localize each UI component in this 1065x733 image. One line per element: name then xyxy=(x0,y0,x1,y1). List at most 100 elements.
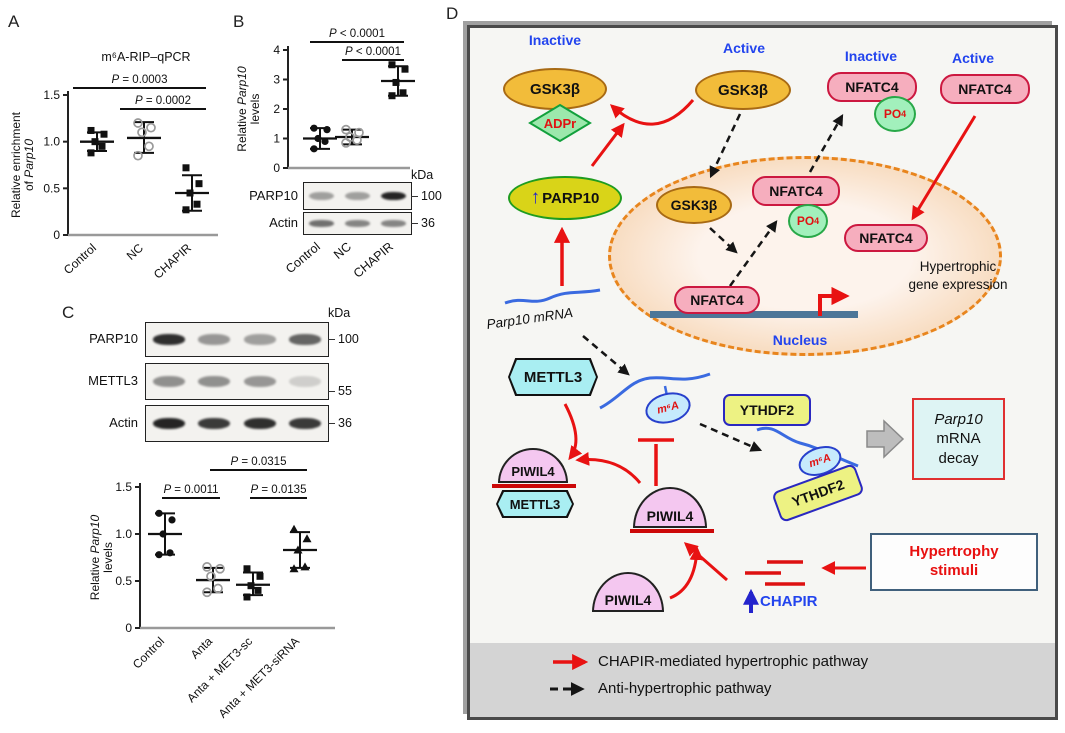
axes xyxy=(63,91,218,237)
decay-line3: decay xyxy=(938,449,979,467)
blot-c-parp10-box xyxy=(145,322,329,357)
protein-band xyxy=(380,219,406,227)
protein-band xyxy=(289,333,322,346)
p-value-label: P < 0.0001 xyxy=(329,28,385,40)
scatter-group-Control xyxy=(148,509,182,559)
legend-dashed-text: Anti-hypertrophic pathway xyxy=(598,680,772,697)
y-tick-label: 2 xyxy=(273,102,280,116)
p-value-label: P = 0.0315 xyxy=(231,456,287,468)
po4-nuclear-node: PO 4 xyxy=(788,204,828,238)
axes xyxy=(283,46,410,170)
x-tick-label: Anta + MET3-siRNA xyxy=(216,634,303,721)
protein-band xyxy=(345,191,370,201)
protein-band xyxy=(243,333,276,346)
marker-value: 36 xyxy=(421,216,435,230)
nfatc4-phospho-node: NFATC4 xyxy=(752,176,840,206)
p-value-label: P = 0.0011 xyxy=(163,484,218,496)
legend-band xyxy=(470,643,1055,717)
po4-sub: 4 xyxy=(814,216,820,226)
panel-a-label: A xyxy=(8,12,20,31)
ythdf2-node: YTHDF2 xyxy=(723,394,811,426)
y-tick-label: 0.5 xyxy=(115,574,132,588)
lane-label: NC xyxy=(331,240,354,262)
protein-band xyxy=(380,191,406,201)
protein-band xyxy=(152,417,185,430)
hypertrophic-gene-expression-text: Hypertrophic gene expression xyxy=(888,258,1028,294)
po4-label: PO xyxy=(883,107,902,121)
parp10-label: PARP10 xyxy=(542,189,600,207)
nfatc4-inactive-node: NFATC4 xyxy=(827,72,917,102)
mettl3-node: METTL3 xyxy=(508,358,598,396)
po4-sub: 4 xyxy=(901,109,907,119)
blot-b-marker-100: 100 xyxy=(411,189,442,203)
ythdf2-label: YTHDF2 xyxy=(739,402,795,418)
scatter-group-Anta xyxy=(196,562,230,598)
piwil4-label: PIWIL4 xyxy=(646,508,694,524)
panel-c-label: C xyxy=(62,303,75,322)
chapir-label: CHAPIR xyxy=(760,593,818,610)
adpr-label: ADPr xyxy=(543,115,577,131)
m6a-label: m⁶A xyxy=(807,451,833,471)
red-pathway-arrows xyxy=(553,99,977,671)
protein-band xyxy=(309,191,335,201)
protein-band xyxy=(345,219,370,227)
x-tick-label: Control xyxy=(130,634,167,671)
gsk3b-inactive-node: GSK3β xyxy=(503,68,607,110)
blot-b-row-label: Actin xyxy=(269,215,298,230)
marker-value: 36 xyxy=(338,416,352,430)
y-tick-label: 4 xyxy=(273,43,280,57)
y-tick-label: 1 xyxy=(273,132,280,146)
decay-line2: mRNA xyxy=(936,430,981,448)
inactive-label-nfat: Inactive xyxy=(844,48,898,64)
y-tick-label: 0 xyxy=(273,161,280,175)
legend-red-text: CHAPIR-mediated hypertrophic pathway xyxy=(598,653,869,670)
protein-band xyxy=(198,417,231,430)
nucleus-label: Nucleus xyxy=(772,332,828,348)
gsk3b-active-node: GSK3β xyxy=(695,70,791,110)
protein-band xyxy=(243,417,276,430)
decay-line1: Parp10 xyxy=(934,410,983,428)
chapir-underline-complex xyxy=(492,484,576,488)
protein-band xyxy=(289,375,322,388)
p-value-label: P < 0.0001 xyxy=(345,46,401,58)
y-tick-label: 0.5 xyxy=(43,181,60,195)
p-value-label: P = 0.0003 xyxy=(112,74,168,86)
parp10-node: ↑ PARP10 xyxy=(508,176,622,220)
blot-c-row-label: Actin xyxy=(109,415,138,430)
blot-b-actin-box xyxy=(303,212,412,235)
mettl3-complex-node: METTL3 xyxy=(496,490,574,518)
scatter-group-CHAPIR xyxy=(381,61,415,100)
y-tick-label: 0 xyxy=(125,621,132,635)
blot-b-parp10-box xyxy=(303,182,412,210)
y-axis-label: Relative Parp10 xyxy=(88,514,102,600)
panel-d-label: D xyxy=(446,4,459,23)
lane-label: CHAPIR xyxy=(351,240,396,281)
dashed-anti-hypertrophic-arrows xyxy=(550,113,844,696)
scatter-group-NC xyxy=(127,118,161,161)
marker-value: 55 xyxy=(338,384,352,398)
nfatc4-label: NFATC4 xyxy=(845,79,899,95)
y-axis-label: levels xyxy=(248,94,262,125)
y-axis-label: Relative Parp10 xyxy=(235,66,249,152)
scatter-group-CHAPIR xyxy=(175,164,209,214)
protein-band xyxy=(309,219,335,227)
x-tick-label: NC xyxy=(124,241,146,263)
nfatc4-label: NFATC4 xyxy=(690,292,744,308)
hypertrophy-stimuli-box: Hypertrophy stimuli xyxy=(870,533,1038,591)
gsk3b-label: GSK3β xyxy=(529,80,580,98)
m6a-label: m⁶A xyxy=(655,399,681,417)
pathway-diagram: Inactive GSK3β ADPr Active GSK3β Inactiv… xyxy=(467,25,1058,720)
protein-band xyxy=(198,375,231,388)
lane-label: Control xyxy=(283,240,323,277)
p-value-label: P = 0.0002 xyxy=(135,95,191,107)
protein-band xyxy=(152,375,185,388)
mettl3-label: METTL3 xyxy=(523,368,583,386)
nfatc4-label: NFATC4 xyxy=(958,81,1012,97)
active-label-nfat: Active xyxy=(951,50,995,66)
y-axis-label: of Parp10 xyxy=(22,139,36,191)
marker-value: 100 xyxy=(338,332,359,346)
